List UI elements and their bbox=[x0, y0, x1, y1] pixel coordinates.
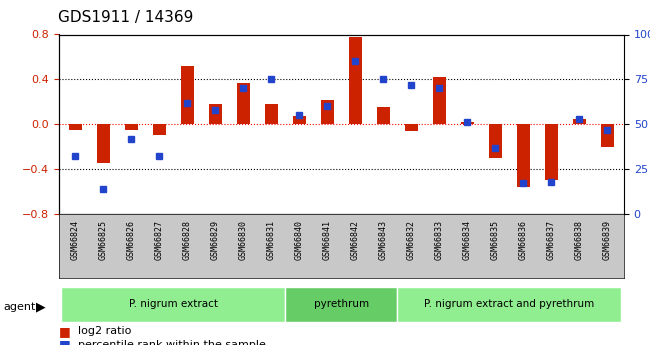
Text: pyrethrum: pyrethrum bbox=[314, 299, 369, 309]
Text: GSM66830: GSM66830 bbox=[239, 220, 248, 260]
Text: GSM66836: GSM66836 bbox=[519, 220, 528, 260]
Text: P. nigrum extract and pyrethrum: P. nigrum extract and pyrethrum bbox=[424, 299, 594, 309]
Bar bbox=[293, 116, 306, 124]
Text: GSM66841: GSM66841 bbox=[323, 220, 332, 260]
Bar bbox=[573, 119, 586, 124]
Bar bbox=[209, 104, 222, 124]
Text: GSM66831: GSM66831 bbox=[266, 220, 276, 260]
Text: GSM66843: GSM66843 bbox=[379, 220, 388, 260]
Text: GSM66835: GSM66835 bbox=[491, 220, 500, 260]
FancyBboxPatch shape bbox=[61, 287, 285, 322]
Bar bbox=[153, 124, 166, 135]
Bar bbox=[433, 77, 445, 124]
FancyBboxPatch shape bbox=[397, 287, 621, 322]
Text: GSM66824: GSM66824 bbox=[71, 220, 80, 260]
Text: agent: agent bbox=[3, 302, 36, 312]
Bar bbox=[601, 124, 614, 147]
Text: GSM66825: GSM66825 bbox=[99, 220, 108, 260]
Bar bbox=[97, 124, 110, 164]
Text: P. nigrum extract: P. nigrum extract bbox=[129, 299, 218, 309]
Text: log2 ratio: log2 ratio bbox=[78, 326, 131, 336]
Text: GDS1911 / 14369: GDS1911 / 14369 bbox=[58, 10, 194, 25]
Text: GSM66834: GSM66834 bbox=[463, 220, 472, 260]
Text: percentile rank within the sample: percentile rank within the sample bbox=[78, 340, 266, 345]
Bar bbox=[349, 37, 361, 124]
Bar bbox=[489, 124, 502, 158]
Text: GSM66829: GSM66829 bbox=[211, 220, 220, 260]
FancyBboxPatch shape bbox=[285, 287, 397, 322]
Text: GSM66832: GSM66832 bbox=[407, 220, 416, 260]
Text: GSM66833: GSM66833 bbox=[435, 220, 444, 260]
Bar bbox=[237, 83, 250, 124]
Bar bbox=[125, 124, 138, 130]
Bar bbox=[181, 66, 194, 124]
Text: GSM66839: GSM66839 bbox=[603, 220, 612, 260]
Text: ■: ■ bbox=[58, 338, 70, 345]
Bar bbox=[321, 99, 333, 124]
Text: GSM66838: GSM66838 bbox=[575, 220, 584, 260]
Bar bbox=[461, 122, 474, 124]
Text: GSM66840: GSM66840 bbox=[294, 220, 304, 260]
Bar bbox=[69, 124, 82, 130]
Bar bbox=[405, 124, 417, 131]
Text: ▶: ▶ bbox=[36, 300, 46, 314]
Bar bbox=[517, 124, 530, 187]
Bar bbox=[545, 124, 558, 180]
Text: GSM66842: GSM66842 bbox=[351, 220, 359, 260]
Text: GSM66828: GSM66828 bbox=[183, 220, 192, 260]
Text: GSM66827: GSM66827 bbox=[155, 220, 164, 260]
Text: GSM66837: GSM66837 bbox=[547, 220, 556, 260]
Bar bbox=[377, 107, 389, 124]
Text: GSM66826: GSM66826 bbox=[127, 220, 136, 260]
Text: ■: ■ bbox=[58, 325, 70, 338]
Bar bbox=[265, 104, 278, 124]
